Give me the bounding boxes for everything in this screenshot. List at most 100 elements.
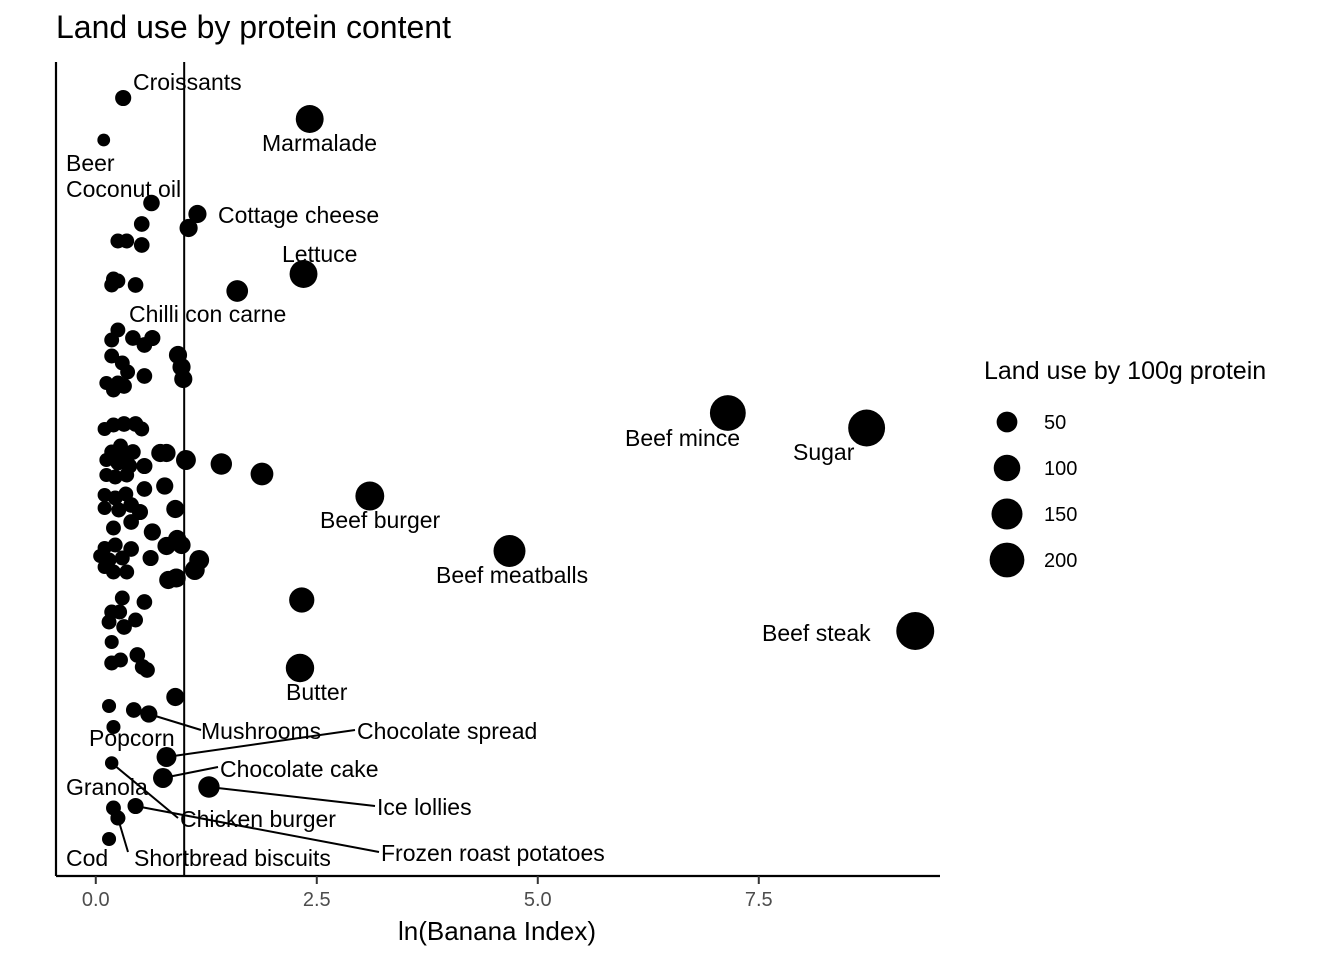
legend-key [996, 411, 1018, 433]
data-point [107, 537, 123, 553]
data-point [172, 535, 191, 555]
data-point-labeled [285, 653, 315, 683]
data-point [107, 469, 123, 485]
point-label: Marmalade [262, 130, 377, 156]
data-point [136, 368, 153, 384]
data-point [184, 560, 205, 580]
label-leader [116, 817, 129, 853]
x-axis-title: ln(Banana Index) [398, 916, 596, 946]
legend-label: 100 [1044, 458, 1077, 480]
data-point-labeled [226, 280, 249, 302]
data-point-labeled [143, 194, 160, 212]
data-point [112, 604, 128, 620]
data-point [114, 550, 130, 566]
data-point [123, 514, 139, 530]
point-label: Butter [286, 679, 348, 705]
data-point [134, 421, 150, 437]
point-label: Chilli con carne [129, 301, 286, 327]
data-point [289, 587, 315, 613]
label-leader [111, 762, 179, 819]
data-point [144, 329, 161, 347]
data-point-labeled [188, 204, 207, 224]
data-point [106, 271, 121, 287]
label-leader [135, 805, 380, 853]
legend-label: 50 [1044, 412, 1066, 434]
point-label: Coconut oil [66, 176, 181, 202]
data-point [166, 499, 185, 519]
data-point [116, 619, 132, 635]
x-tick-label: 2.5 [303, 889, 331, 911]
point-label: Beer [66, 150, 115, 176]
data-point [106, 564, 121, 580]
point-label: Mushrooms [201, 718, 321, 744]
data-point [136, 457, 153, 475]
data-point [119, 233, 135, 249]
data-point-labeled [295, 105, 324, 133]
label-leader [148, 713, 202, 731]
point-label: Sugar [793, 439, 855, 465]
x-tick-label: 0.0 [82, 889, 110, 911]
data-point-labeled [848, 409, 886, 447]
data-point-labeled [709, 395, 746, 431]
data-point [120, 364, 136, 380]
point-label: Beef meatballs [436, 562, 588, 588]
data-point [128, 612, 144, 628]
data-point [114, 590, 130, 606]
data-points [93, 89, 935, 847]
data-point [133, 216, 150, 232]
point-label: Popcorn [89, 725, 175, 751]
chart-title: Land use by protein content [56, 9, 451, 45]
data-point [142, 549, 159, 567]
label-leader [162, 766, 219, 779]
point-label: Shortbread biscuits [134, 845, 331, 871]
data-point [210, 453, 233, 475]
data-point [156, 477, 174, 495]
data-point [102, 698, 117, 714]
legend-label: 150 [1044, 504, 1077, 526]
point-label: Beef burger [320, 507, 441, 533]
data-point [113, 652, 128, 668]
data-point [106, 520, 121, 536]
legend-label: 200 [1044, 550, 1077, 572]
legend: Land use by 100g protein 50 100 150 200 [984, 357, 1266, 578]
data-point-labeled [493, 535, 526, 567]
data-point [104, 634, 119, 650]
point-label: Cod [66, 845, 108, 871]
data-point [97, 500, 112, 516]
point-label: Lettuce [282, 241, 357, 267]
data-point [133, 237, 150, 253]
data-point [106, 719, 121, 735]
data-point-labeled [355, 481, 385, 511]
label-leader [208, 786, 376, 807]
legend-key [993, 454, 1021, 482]
data-point [125, 444, 141, 460]
data-point [99, 452, 114, 468]
data-point [104, 348, 120, 364]
legend-title: Land use by 100g protein [984, 357, 1266, 385]
data-point-labeled [97, 133, 111, 147]
data-point [119, 564, 135, 580]
data-point [250, 462, 274, 486]
data-point [111, 502, 127, 518]
point-label: Chicken burger [180, 806, 336, 832]
point-label: Beef mince [625, 425, 740, 451]
data-point [127, 277, 144, 293]
data-point [179, 218, 198, 238]
x-tick-label: 7.5 [745, 889, 773, 911]
point-label: Ice lollies [377, 794, 472, 820]
data-point [101, 614, 117, 630]
legend-key [991, 498, 1023, 530]
point-label: Frozen roast potatoes [381, 840, 605, 866]
data-point [125, 702, 142, 718]
point-label: Beef steak [762, 620, 871, 646]
data-point [174, 369, 193, 389]
data-point-labeled [896, 612, 935, 650]
point-label: Chocolate spread [357, 718, 537, 744]
data-point [136, 594, 153, 610]
data-point [119, 467, 135, 483]
point-label: Cottage cheese [218, 202, 379, 228]
label-leader-lines [111, 713, 380, 853]
data-point [136, 481, 153, 497]
